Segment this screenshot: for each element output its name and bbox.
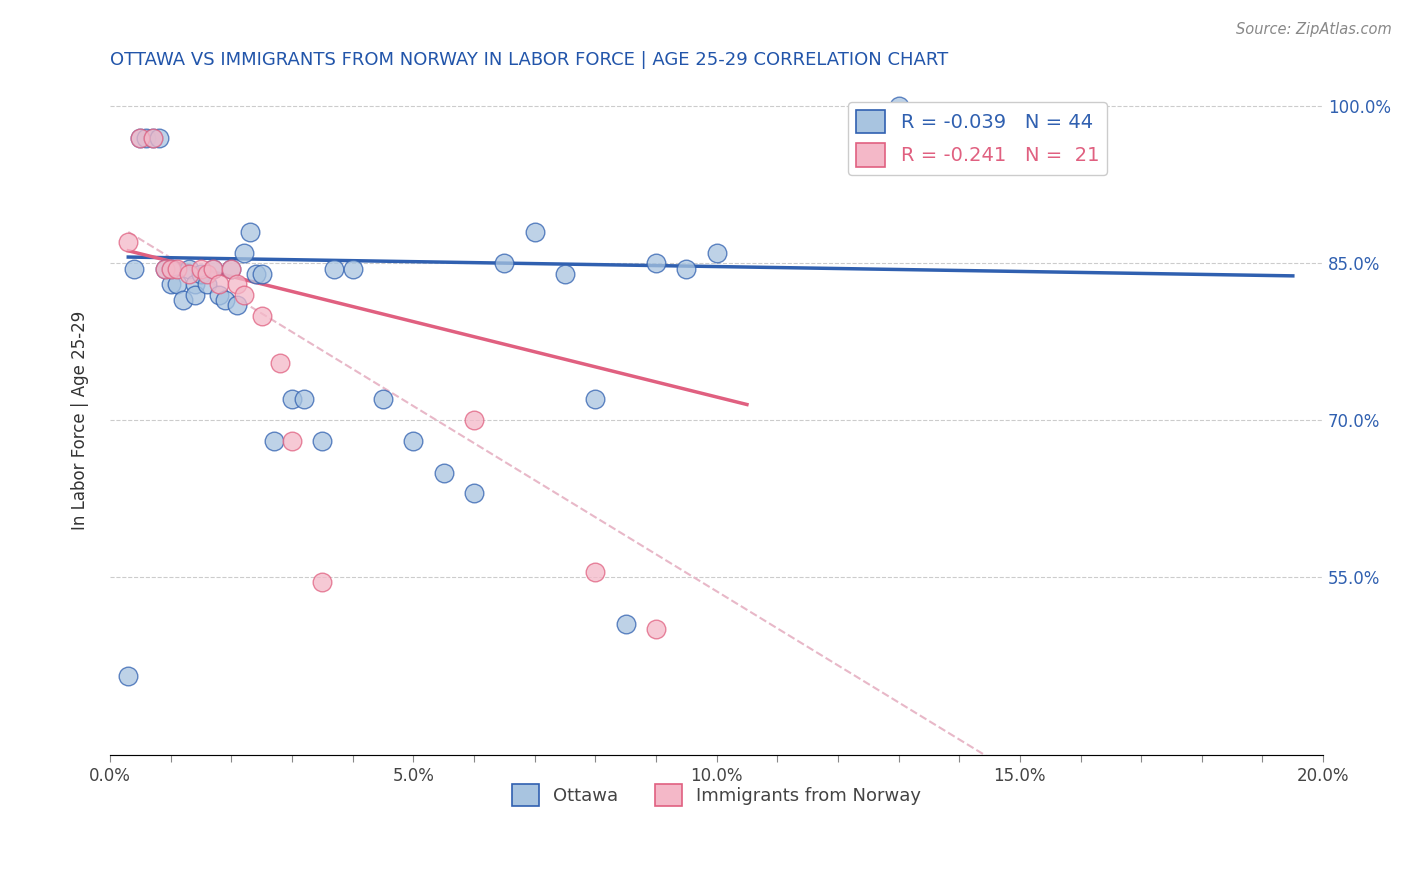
Point bbox=[463, 413, 485, 427]
Point bbox=[645, 256, 668, 270]
Point bbox=[226, 298, 249, 312]
Point bbox=[141, 130, 163, 145]
Point bbox=[190, 267, 212, 281]
Point bbox=[239, 225, 262, 239]
Point bbox=[226, 277, 249, 292]
Point bbox=[208, 277, 231, 292]
Point bbox=[190, 261, 212, 276]
Y-axis label: In Labor Force | Age 25-29: In Labor Force | Age 25-29 bbox=[72, 310, 89, 530]
Point bbox=[166, 261, 188, 276]
Point bbox=[281, 434, 304, 449]
Point bbox=[195, 267, 218, 281]
Point bbox=[148, 130, 170, 145]
Point bbox=[129, 130, 152, 145]
Point bbox=[195, 277, 218, 292]
Point bbox=[614, 617, 637, 632]
Point bbox=[202, 261, 225, 276]
Point bbox=[706, 245, 728, 260]
Point bbox=[554, 267, 576, 281]
Text: Source: ZipAtlas.com: Source: ZipAtlas.com bbox=[1236, 22, 1392, 37]
Point bbox=[221, 261, 243, 276]
Point bbox=[166, 277, 188, 292]
Point bbox=[177, 261, 200, 276]
Point bbox=[124, 261, 146, 276]
Point bbox=[675, 261, 697, 276]
Point bbox=[523, 225, 546, 239]
Point bbox=[184, 277, 207, 292]
Point bbox=[463, 486, 485, 500]
Point bbox=[494, 256, 516, 270]
Point bbox=[117, 235, 139, 250]
Point bbox=[269, 356, 291, 370]
Point bbox=[153, 261, 176, 276]
Point bbox=[232, 287, 254, 301]
Point bbox=[250, 309, 273, 323]
Point bbox=[583, 392, 606, 407]
Point bbox=[232, 245, 254, 260]
Point bbox=[887, 99, 910, 113]
Point bbox=[159, 277, 181, 292]
Point bbox=[402, 434, 425, 449]
Point bbox=[159, 261, 181, 276]
Point bbox=[281, 392, 304, 407]
Point bbox=[342, 261, 364, 276]
Point bbox=[135, 130, 157, 145]
Point bbox=[583, 565, 606, 579]
Point bbox=[117, 669, 139, 683]
Point bbox=[311, 434, 333, 449]
Point bbox=[159, 261, 181, 276]
Point bbox=[153, 261, 176, 276]
Legend: Ottawa, Immigrants from Norway: Ottawa, Immigrants from Norway bbox=[505, 776, 928, 813]
Point bbox=[263, 434, 285, 449]
Point bbox=[371, 392, 394, 407]
Point bbox=[245, 267, 267, 281]
Point bbox=[172, 293, 194, 307]
Point bbox=[202, 261, 225, 276]
Point bbox=[323, 261, 346, 276]
Point bbox=[208, 287, 231, 301]
Point bbox=[433, 466, 456, 480]
Point bbox=[214, 293, 236, 307]
Point bbox=[177, 267, 200, 281]
Point bbox=[250, 267, 273, 281]
Point bbox=[311, 575, 333, 590]
Point bbox=[184, 287, 207, 301]
Point bbox=[221, 261, 243, 276]
Point bbox=[141, 130, 163, 145]
Point bbox=[292, 392, 315, 407]
Point bbox=[129, 130, 152, 145]
Text: OTTAWA VS IMMIGRANTS FROM NORWAY IN LABOR FORCE | AGE 25-29 CORRELATION CHART: OTTAWA VS IMMIGRANTS FROM NORWAY IN LABO… bbox=[110, 51, 948, 69]
Point bbox=[645, 623, 668, 637]
